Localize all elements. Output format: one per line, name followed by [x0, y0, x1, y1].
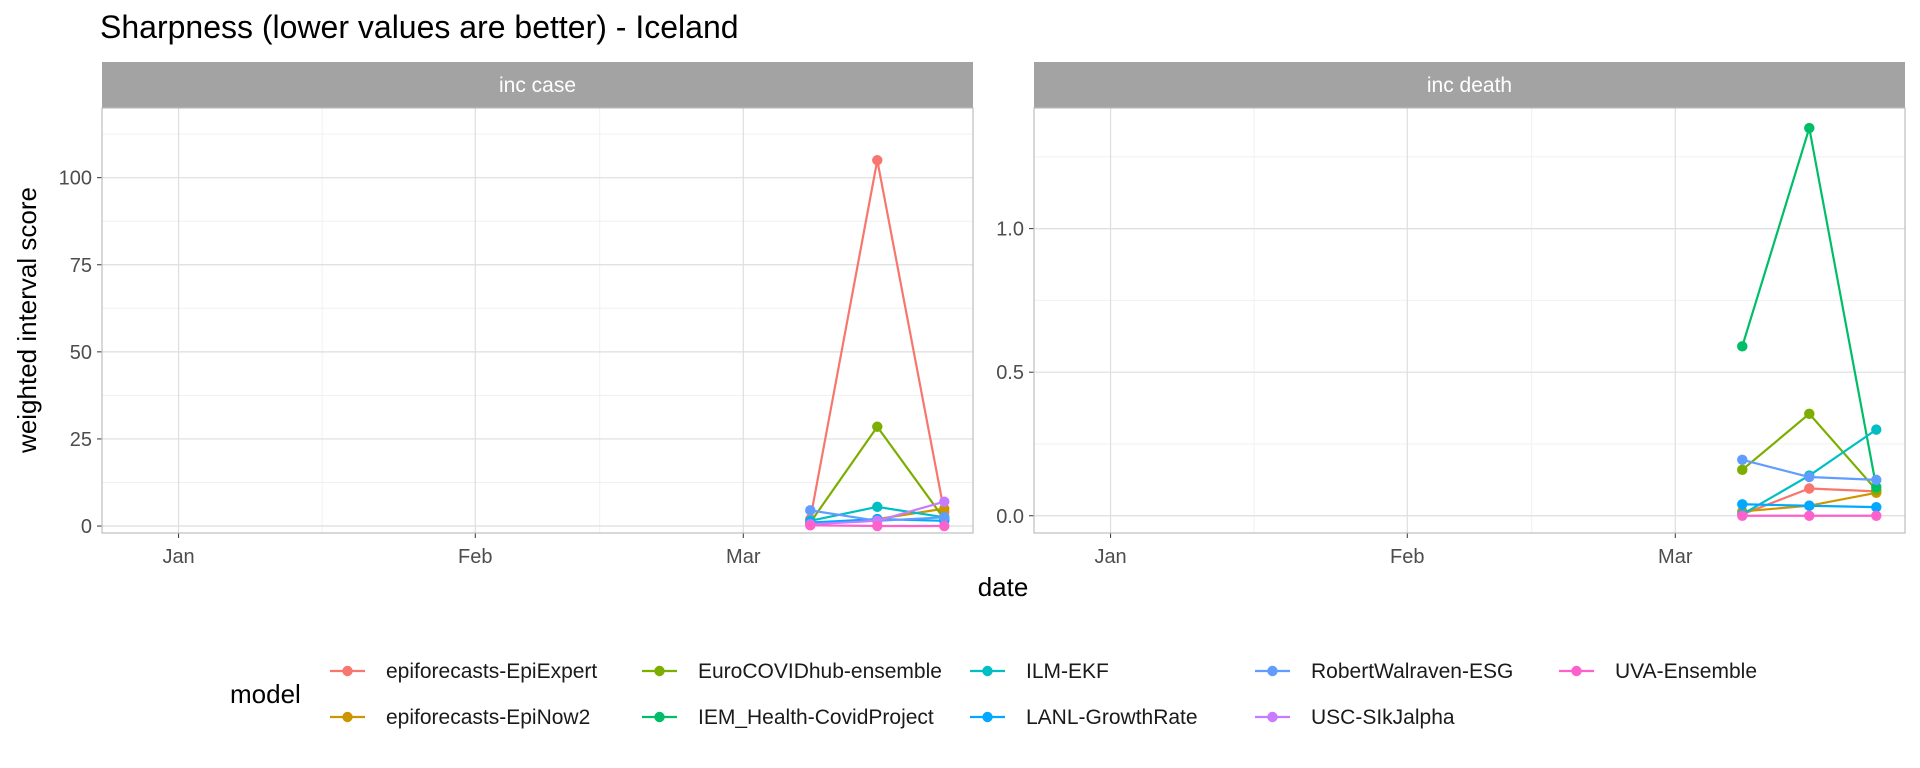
- legend-label: epiforecasts-EpiExpert: [386, 660, 597, 683]
- y-tick-label: 1.0: [996, 219, 1024, 241]
- legend-key-point: [1267, 665, 1278, 677]
- series-robertwalraven-esg: [1737, 454, 1882, 486]
- legend-item-epiforecasts-epiexpert: epiforecasts-EpiExpert: [330, 660, 597, 683]
- data-point: [1737, 510, 1748, 521]
- legend: model epiforecasts-EpiExpert epiforecasts…: [230, 660, 1757, 729]
- data-point: [1804, 483, 1815, 494]
- panel-background: [102, 108, 973, 533]
- legend-item-uva-ensemble: UVA-Ensemble: [1559, 660, 1757, 683]
- panel-inc-death: inc death 0.0 0.5 1.0 Jan Feb Mar: [996, 62, 1906, 568]
- y-tick-label: 75: [70, 255, 92, 277]
- data-point: [872, 421, 883, 432]
- data-point: [805, 520, 816, 531]
- legend-item-eurocovidhub-ensemble: EuroCOVIDhub-ensemble: [642, 660, 942, 683]
- data-point: [1804, 510, 1815, 521]
- data-point: [1737, 454, 1748, 465]
- series-uva-ensemble: [1737, 510, 1882, 521]
- y-axis-title: weighted interval score: [12, 187, 42, 454]
- data-point: [872, 520, 883, 532]
- legend-key-point: [654, 665, 665, 677]
- data-point: [1737, 499, 1748, 510]
- legend-label: IEM_Health-CovidProject: [698, 706, 934, 729]
- x-tick-label: Mar: [1658, 546, 1693, 568]
- data-point: [939, 520, 950, 532]
- legend-key-point: [654, 711, 665, 723]
- data-point: [1871, 510, 1882, 521]
- legend-item-lanl-growthrate: LANL-GrowthRate: [970, 706, 1198, 729]
- legend-label: USC-SIkJalpha: [1311, 706, 1455, 729]
- data-point: [872, 155, 883, 166]
- y-tick-label: 0: [81, 516, 92, 538]
- x-tick-label: Feb: [1390, 546, 1424, 568]
- legend-key-point: [982, 665, 993, 677]
- data-point: [1737, 464, 1748, 476]
- data-point: [939, 512, 950, 523]
- data-point: [1804, 122, 1815, 134]
- data-point: [872, 501, 883, 513]
- x-tick-label: Feb: [458, 546, 492, 568]
- data-point: [1871, 501, 1882, 513]
- facet-strip-label: inc case: [499, 74, 576, 97]
- panel-border: [1033, 107, 1906, 534]
- facet-strip: [1034, 62, 1905, 108]
- legend-label: EuroCOVIDhub-ensemble: [698, 660, 942, 683]
- legend-key-point: [342, 711, 353, 723]
- legend-key-point: [1571, 665, 1582, 677]
- legend-key-point: [982, 711, 993, 723]
- legend-item-epiforecasts-epinow2: epiforecasts-EpiNow2: [330, 706, 590, 729]
- data-point: [939, 496, 950, 507]
- data-point: [1871, 481, 1882, 493]
- data-point: [1804, 471, 1815, 483]
- legend-title: model: [230, 679, 301, 709]
- panel-background: [1034, 108, 1905, 533]
- legend-label: UVA-Ensemble: [1615, 660, 1757, 683]
- series-uva-ensemble: [805, 520, 950, 532]
- data-point: [1871, 424, 1882, 435]
- x-tick-label: Jan: [162, 546, 194, 568]
- y-tick-label: 50: [70, 342, 92, 364]
- series-iem-health-covidproject: [1737, 122, 1882, 493]
- legend-label: epiforecasts-EpiNow2: [386, 706, 590, 729]
- data-point: [1871, 474, 1882, 486]
- x-tick-label: Mar: [726, 546, 761, 568]
- panel-border: [101, 107, 974, 534]
- legend-item-ilm-ekf: ILM-EKF: [970, 660, 1109, 683]
- data-point: [1737, 341, 1748, 352]
- legend-item-usc-sikjalpha: USC-SIkJalpha: [1255, 706, 1455, 729]
- facet-strip: [102, 62, 973, 108]
- legend-label: RobertWalraven-ESG: [1311, 660, 1513, 683]
- y-tick-label: 0.0: [996, 506, 1024, 528]
- legend-key-point: [1267, 711, 1278, 723]
- data-point: [1804, 500, 1815, 511]
- series-lanl-growthrate: [1737, 499, 1882, 513]
- y-tick-label: 25: [70, 429, 92, 451]
- legend-item-iem-health-covidproject: IEM_Health-CovidProject: [642, 706, 934, 729]
- x-tick-label: Jan: [1094, 546, 1126, 568]
- legend-label: LANL-GrowthRate: [1026, 706, 1198, 729]
- x-axis-title: date: [978, 572, 1029, 602]
- facet-panels: inc case 0 25 50 75 100 Jan Feb Mar inc death 0.0 0…: [59, 62, 1906, 568]
- data-point: [1804, 408, 1815, 420]
- y-tick-label: 0.5: [996, 362, 1024, 384]
- chart-title: Sharpness (lower values are better) - Ic…: [100, 9, 739, 45]
- legend-item-robertwalraven-esg: RobertWalraven-ESG: [1255, 660, 1513, 683]
- legend-label: ILM-EKF: [1026, 660, 1109, 683]
- data-point: [805, 505, 816, 516]
- legend-key-point: [342, 665, 353, 677]
- panel-inc-case: inc case 0 25 50 75 100 Jan Feb Mar: [59, 62, 974, 568]
- y-tick-label: 100: [59, 168, 92, 190]
- facet-strip-label: inc death: [1427, 74, 1512, 97]
